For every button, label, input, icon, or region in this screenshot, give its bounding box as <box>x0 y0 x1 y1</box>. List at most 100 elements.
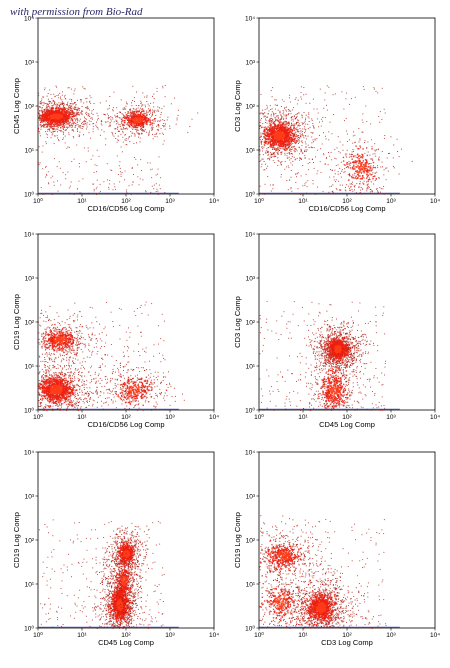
event-dot <box>299 125 301 126</box>
event-dot <box>120 133 122 135</box>
event-dot <box>291 164 293 166</box>
event-dot <box>279 110 281 112</box>
event-dot <box>71 406 73 408</box>
event-dot <box>152 127 154 129</box>
event-dot <box>288 141 290 143</box>
event-dot <box>357 164 359 167</box>
event-dot <box>300 159 302 160</box>
event-dot <box>78 109 80 111</box>
event-dot <box>61 120 63 122</box>
event-dot <box>296 140 297 142</box>
event-dot <box>68 132 70 134</box>
event-dot <box>59 409 61 411</box>
event-dot <box>142 126 144 128</box>
event-dot <box>117 128 119 130</box>
event-dot <box>301 142 303 144</box>
event-dot <box>397 151 398 152</box>
event-dot <box>270 190 272 192</box>
event-dot <box>93 188 95 190</box>
event-dot <box>281 145 283 148</box>
event-dot <box>301 140 303 142</box>
event-dot <box>89 100 91 102</box>
event-dot <box>264 138 267 141</box>
event-dot <box>58 116 60 118</box>
event-dot <box>139 123 142 126</box>
event-dot <box>358 158 360 160</box>
event-dot <box>46 127 48 128</box>
event-dot <box>87 108 89 110</box>
event-dot <box>267 132 269 134</box>
event-dot <box>269 143 272 145</box>
event-dot <box>136 127 138 129</box>
event-dot <box>67 120 69 122</box>
event-dot <box>55 112 57 115</box>
event-dot <box>120 118 123 121</box>
event-dot <box>91 112 93 114</box>
event-dot <box>62 102 64 104</box>
event-dot <box>298 139 299 141</box>
event-dot <box>344 153 346 155</box>
event-dot <box>370 166 372 168</box>
event-dot <box>300 86 302 88</box>
event-dot <box>44 111 46 113</box>
event-dot <box>359 160 361 162</box>
event-dot <box>326 85 328 87</box>
event-dot <box>138 115 140 118</box>
event-dot <box>56 122 58 125</box>
event-dot <box>61 379 63 381</box>
event-dot <box>125 108 127 110</box>
event-dot <box>48 100 50 102</box>
event-dot <box>92 403 94 405</box>
event-dot <box>298 124 299 126</box>
event-dot <box>45 333 47 335</box>
event-dot <box>54 114 57 116</box>
event-dot <box>267 151 268 153</box>
event-dot <box>297 129 299 131</box>
event-dot <box>76 338 78 340</box>
event-dot <box>369 189 371 191</box>
event-dot <box>371 173 373 175</box>
event-dot <box>77 108 79 110</box>
event-dot <box>54 104 56 105</box>
event-dot <box>366 168 369 171</box>
event-dot <box>304 150 305 152</box>
event-dot <box>94 164 96 166</box>
event-dot <box>290 170 292 171</box>
event-dot <box>69 397 71 399</box>
event-dot <box>127 124 129 126</box>
event-dot <box>323 154 325 156</box>
event-dot <box>72 123 75 125</box>
event-dot <box>272 131 275 133</box>
event-dot <box>123 128 125 130</box>
event-dot <box>125 138 127 140</box>
event-dot <box>288 128 291 130</box>
event-dot <box>59 117 61 120</box>
event-dot <box>69 102 71 104</box>
event-dot <box>350 186 352 188</box>
event-dot <box>290 137 293 139</box>
event-dot <box>377 190 378 192</box>
event-dot <box>135 129 137 130</box>
event-dot <box>382 188 384 190</box>
event-dot <box>47 171 49 173</box>
event-dot <box>57 408 59 409</box>
event-dot <box>291 156 293 157</box>
event-dot <box>359 171 361 173</box>
event-dot <box>105 121 107 123</box>
event-dot <box>281 151 283 153</box>
event-dot <box>343 171 345 173</box>
event-dot <box>294 133 296 135</box>
event-dot <box>312 132 314 134</box>
event-dot <box>42 110 44 112</box>
event-dot <box>355 170 357 172</box>
event-dot <box>283 143 284 145</box>
event-dot <box>52 175 54 177</box>
event-dot <box>360 164 362 167</box>
event-dot <box>154 109 156 111</box>
event-dot <box>147 119 149 122</box>
event-dot <box>297 137 299 138</box>
event-dot <box>265 127 267 129</box>
event-dot <box>308 147 310 148</box>
event-dot <box>155 115 157 116</box>
event-dot <box>379 187 381 189</box>
